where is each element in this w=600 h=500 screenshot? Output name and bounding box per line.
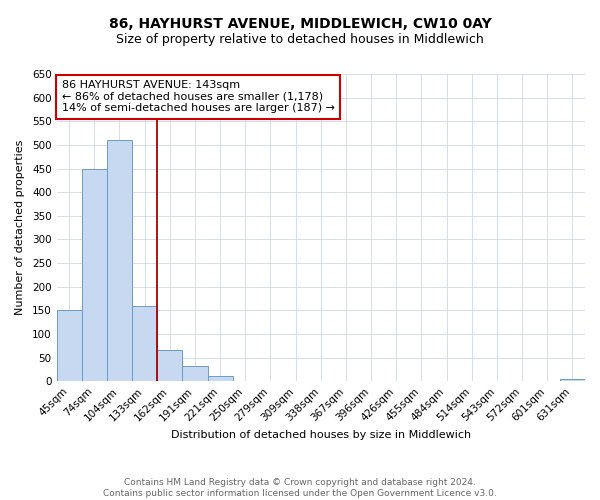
Text: 86, HAYHURST AVENUE, MIDDLEWICH, CW10 0AY: 86, HAYHURST AVENUE, MIDDLEWICH, CW10 0A…: [109, 18, 491, 32]
Y-axis label: Number of detached properties: Number of detached properties: [15, 140, 25, 316]
Bar: [157, 350, 182, 382]
Bar: [82, 168, 107, 382]
Bar: [208, 376, 233, 382]
Bar: [56, 310, 82, 382]
Bar: [182, 366, 208, 382]
Text: Size of property relative to detached houses in Middlewich: Size of property relative to detached ho…: [116, 34, 484, 46]
X-axis label: Distribution of detached houses by size in Middlewich: Distribution of detached houses by size …: [171, 430, 471, 440]
Bar: [132, 306, 157, 382]
Bar: [107, 140, 132, 382]
Text: 86 HAYHURST AVENUE: 143sqm
← 86% of detached houses are smaller (1,178)
14% of s: 86 HAYHURST AVENUE: 143sqm ← 86% of deta…: [62, 80, 335, 114]
Bar: [560, 379, 585, 382]
Text: Contains HM Land Registry data © Crown copyright and database right 2024.
Contai: Contains HM Land Registry data © Crown c…: [103, 478, 497, 498]
